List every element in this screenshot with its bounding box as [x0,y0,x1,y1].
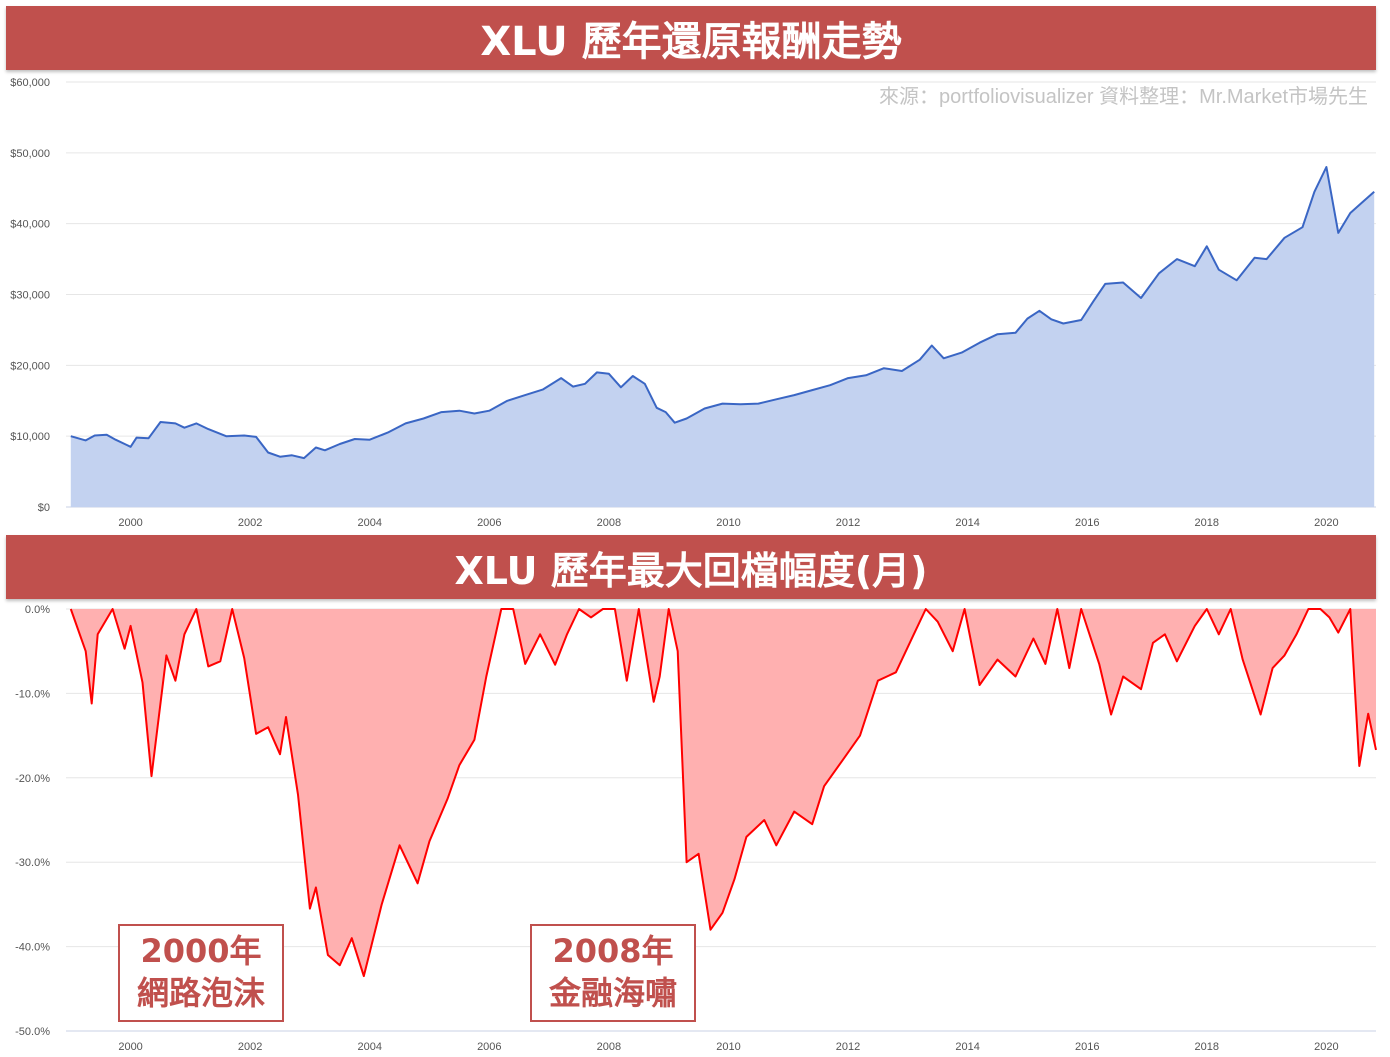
growth-x-tick-label: 2004 [357,517,381,529]
source-note: 來源：portfoliovisualizer 資料整理：Mr.Market市場先… [879,86,1368,108]
drawdown-x-tick-label: 2008 [597,1041,621,1053]
growth-x-tick-label: 2012 [836,517,860,529]
drawdown-x-tick-label: 2000 [118,1041,142,1053]
growth-x-tick-label: 2002 [238,517,262,529]
drawdown-x-tick-label: 2006 [477,1041,501,1053]
growth-y-tick-label: $0 [38,502,50,514]
drawdown-x-tick-label: 2020 [1314,1041,1338,1053]
drawdown-area-fill [70,609,1376,977]
growth-y-tick-label: $10,000 [10,431,50,443]
growth-series-line [70,166,1375,460]
drawdown-series-line [69,608,1377,978]
drawdown-y-tick-label: 0.0% [25,604,50,616]
drawdown-y-tick-label: -50.0% [15,1026,50,1038]
drawdown-x-tick-label: 2002 [238,1041,262,1053]
annotation-year: 2008年 [552,932,674,970]
growth-y-tick-label: $40,000 [10,219,50,231]
growth-x-tick-label: 2006 [477,517,501,529]
annotation-event: 金融海嘯 [548,974,677,1012]
drawdown-x-tick-label: 2004 [357,1041,381,1053]
growth-y-tick-label: $60,000 [10,77,50,89]
annotation-dotcom-bubble: 2000年 網路泡沫 [118,924,284,1022]
drawdown-x-tick-label: 2018 [1195,1041,1219,1053]
drawdown-y-tick-label: -10.0% [15,688,50,700]
drawdown-x-tick-label: 2014 [955,1041,979,1053]
growth-x-tick-label: 2010 [716,517,740,529]
growth-chart-title: XLU 歷年還原報酬走勢 [6,6,1376,70]
growth-x-tick-label: 2000 [118,517,142,529]
drawdown-y-tick-label: -20.0% [15,773,50,785]
drawdown-x-tick-label: 2010 [716,1041,740,1053]
drawdown-x-tick-label: 2016 [1075,1041,1099,1053]
annotation-financial-crisis: 2008年 金融海嘯 [530,924,696,1022]
growth-area-fill [70,167,1375,507]
drawdown-chart-title: XLU 歷年最大回檔幅度(月) [6,535,1376,599]
growth-y-tick-label: $20,000 [10,360,50,372]
growth-x-tick-label: 2016 [1075,517,1099,529]
drawdown-y-tick-label: -30.0% [15,857,50,869]
growth-y-tick-label: $50,000 [10,148,50,160]
growth-x-tick-label: 2018 [1195,517,1219,529]
growth-y-tick-label: $30,000 [10,290,50,302]
growth-x-tick-label: 2014 [955,517,979,529]
growth-x-tick-label: 2008 [597,517,621,529]
annotation-event: 網路泡沫 [136,974,265,1012]
drawdown-x-tick-label: 2012 [836,1041,860,1053]
annotation-year: 2000年 [140,932,262,970]
drawdown-y-tick-label: -40.0% [15,942,50,954]
growth-x-tick-label: 2020 [1314,517,1338,529]
